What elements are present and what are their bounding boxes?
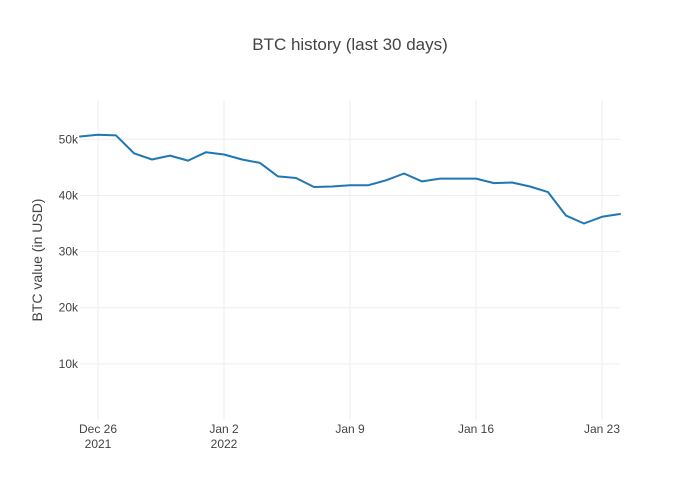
data-point-11 bbox=[277, 175, 279, 177]
data-point-1 bbox=[97, 134, 99, 136]
data-point-3 bbox=[133, 152, 135, 154]
y-tick-label-2: 30k bbox=[59, 245, 79, 259]
data-point-27 bbox=[565, 215, 567, 217]
y-tick-label-4: 50k bbox=[59, 132, 79, 146]
x-tick-label-1: Jan 2 bbox=[209, 422, 239, 436]
x-tick-label-3: Jan 16 bbox=[458, 422, 494, 436]
data-point-20 bbox=[439, 178, 441, 180]
y-tick-label-1: 20k bbox=[59, 301, 79, 315]
data-point-22 bbox=[475, 178, 477, 180]
data-point-15 bbox=[349, 184, 351, 186]
y-axis-title: BTC value (in USD) bbox=[29, 199, 45, 322]
data-point-5 bbox=[169, 155, 171, 157]
y-tick-label-3: 40k bbox=[59, 188, 79, 202]
btc-value-line bbox=[79, 133, 621, 225]
data-point-30 bbox=[619, 213, 621, 215]
data-point-4 bbox=[151, 159, 153, 161]
data-point-16 bbox=[367, 184, 369, 186]
data-point-13 bbox=[313, 186, 315, 188]
data-point-2 bbox=[115, 134, 117, 136]
x-tick-label-4: Jan 23 bbox=[584, 422, 620, 436]
x-tick-label-2: Jan 9 bbox=[335, 422, 365, 436]
data-point-9 bbox=[241, 159, 243, 161]
data-point-17 bbox=[385, 179, 387, 181]
data-point-25 bbox=[529, 186, 531, 188]
data-point-7 bbox=[205, 151, 207, 153]
y-axis-ticks: 10k 20k 30k 40k 50k bbox=[59, 132, 79, 371]
data-point-10 bbox=[259, 162, 261, 164]
data-point-8 bbox=[223, 154, 225, 156]
x-tick-sublabel-1: 2022 bbox=[211, 437, 238, 451]
data-point-26 bbox=[547, 191, 549, 193]
data-point-23 bbox=[493, 182, 495, 184]
x-tick-label-0: Dec 26 bbox=[79, 422, 117, 436]
data-point-0 bbox=[79, 136, 81, 138]
data-point-28 bbox=[583, 223, 585, 225]
data-point-12 bbox=[295, 177, 297, 179]
data-point-19 bbox=[421, 180, 423, 182]
data-point-24 bbox=[511, 182, 513, 184]
chart-title: BTC history (last 30 days) bbox=[252, 35, 448, 54]
data-point-18 bbox=[403, 173, 405, 175]
series-layer bbox=[79, 133, 621, 225]
data-point-14 bbox=[331, 186, 333, 188]
x-tick-sublabel-0: 2021 bbox=[85, 437, 112, 451]
data-point-21 bbox=[457, 178, 459, 180]
data-point-29 bbox=[601, 216, 603, 218]
y-tick-label-0: 10k bbox=[59, 357, 79, 371]
gridlines bbox=[80, 100, 620, 420]
data-point-6 bbox=[187, 160, 189, 162]
